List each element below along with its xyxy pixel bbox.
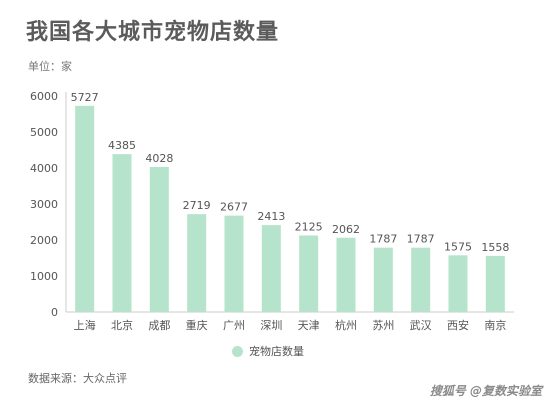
- x-tick-label: 苏州: [372, 319, 394, 332]
- data-label: 2062: [332, 223, 360, 236]
- watermark: 搜狐号 @复数实验室: [429, 384, 542, 398]
- bar: [149, 166, 169, 312]
- x-tick-label: 广州: [223, 319, 245, 332]
- y-tick-label: 1000: [30, 270, 58, 283]
- bar: [485, 255, 505, 312]
- legend: 宠物店数量: [232, 343, 304, 359]
- bar: [448, 255, 468, 312]
- data-label: 2125: [295, 221, 323, 234]
- data-label: 5727: [71, 91, 99, 104]
- bar: [411, 247, 431, 312]
- x-tick-label: 天津: [298, 319, 320, 332]
- y-tick-label: 6000: [30, 90, 58, 103]
- y-tick-label: 5000: [30, 126, 58, 139]
- x-tick-label: 上海: [74, 318, 96, 332]
- data-label: 1787: [369, 233, 397, 246]
- bar: [224, 215, 244, 312]
- chart-title: 我国各大城市宠物店数量: [26, 20, 280, 45]
- data-label: 1558: [481, 241, 509, 254]
- unit-label: 单位：家: [28, 60, 72, 73]
- y-tick-label: 3000: [30, 198, 58, 211]
- x-tick-label: 杭州: [335, 318, 357, 332]
- data-label: 1575: [444, 240, 472, 253]
- x-tick-label: 北京: [111, 318, 133, 332]
- x-tick-label: 深圳: [260, 319, 282, 332]
- source-note: 数据来源：大众点评: [28, 372, 127, 385]
- bar: [75, 105, 95, 312]
- bar: [261, 225, 281, 312]
- x-tick-label: 南京: [484, 318, 506, 332]
- data-label: 1787: [407, 233, 435, 246]
- bar: [336, 237, 356, 312]
- bar: [373, 247, 393, 312]
- x-tick-label: 西安: [447, 318, 469, 332]
- data-label: 4028: [145, 152, 173, 165]
- y-tick-label: 2000: [30, 234, 58, 247]
- y-tick-label: 4000: [30, 162, 58, 175]
- data-label: 2413: [257, 210, 285, 223]
- x-tick-label: 武汉: [410, 319, 432, 332]
- data-label: 4385: [108, 139, 136, 152]
- x-tick-label: 成都: [148, 319, 170, 332]
- legend-swatch: [232, 345, 243, 357]
- data-label: 2677: [220, 201, 248, 214]
- bar: [299, 235, 319, 312]
- x-tick-label: 重庆: [186, 318, 208, 332]
- y-tick-label: 0: [51, 306, 58, 319]
- bar: [112, 154, 132, 312]
- data-label: 2719: [183, 199, 211, 212]
- bar: [187, 214, 207, 312]
- legend-label: 宠物店数量: [249, 345, 304, 358]
